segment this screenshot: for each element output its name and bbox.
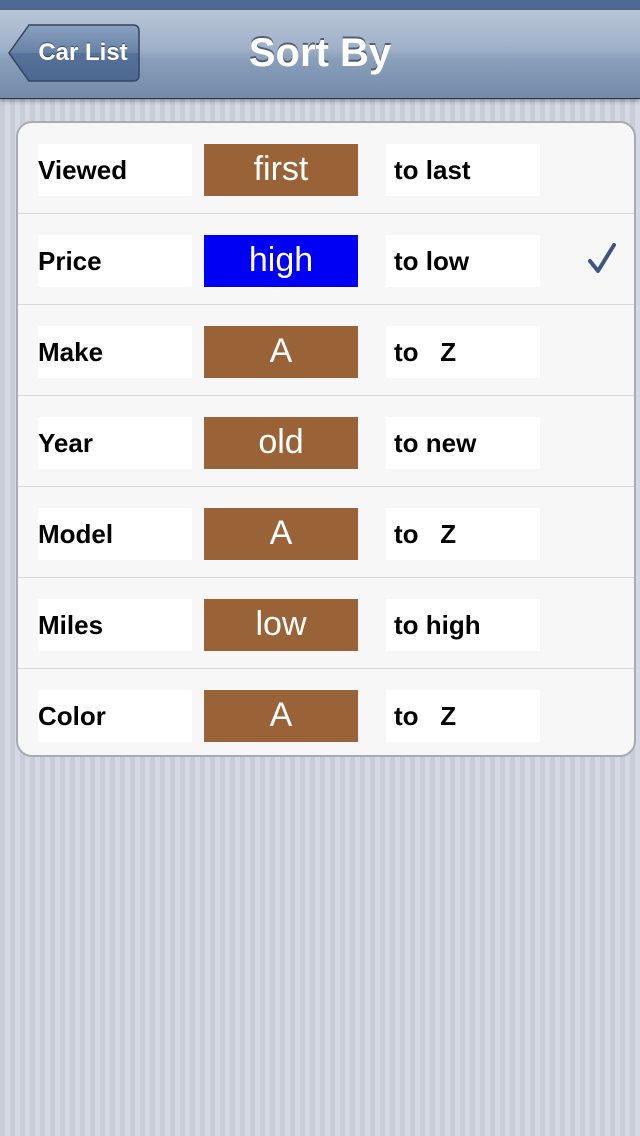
range-label: to new [386, 417, 540, 469]
sort-row-model[interactable]: Model A to Z [18, 487, 634, 578]
field-label: Model [38, 508, 192, 560]
range-label: to Z [386, 508, 540, 560]
sort-direction-button[interactable]: A [204, 508, 358, 560]
navigation-bar: Car List Sort By [0, 10, 640, 99]
sort-direction-button[interactable]: A [204, 326, 358, 378]
range-label: to low [386, 235, 540, 287]
sort-row-viewed[interactable]: Viewed first to last [18, 123, 634, 214]
back-arrow-icon [8, 24, 140, 82]
field-label: Price [38, 235, 192, 287]
sort-direction-button[interactable]: old [204, 417, 358, 469]
field-label: Make [38, 326, 192, 378]
sort-direction-button[interactable]: first [204, 144, 358, 196]
range-label: to Z [386, 690, 540, 742]
checkmark-icon [588, 243, 616, 273]
sort-options-table: Viewed first to last Price high to low M… [16, 121, 636, 757]
field-label: Miles [38, 599, 192, 651]
status-bar [0, 0, 640, 10]
field-label: Color [38, 690, 192, 742]
sort-direction-button[interactable]: A [204, 690, 358, 742]
page-title: Sort By [248, 31, 392, 75]
back-button[interactable]: Car List [8, 24, 140, 82]
back-button-label: Car List [38, 39, 128, 66]
field-label: Year [38, 417, 192, 469]
sort-row-price[interactable]: Price high to low [18, 214, 634, 305]
sort-row-miles[interactable]: Miles low to high [18, 578, 634, 669]
field-label: Viewed [38, 144, 192, 196]
sort-direction-button[interactable]: low [204, 599, 358, 651]
range-label: to Z [386, 326, 540, 378]
range-label: to high [386, 599, 540, 651]
range-label: to last [386, 144, 540, 196]
sort-direction-button[interactable]: high [204, 235, 358, 287]
sort-row-make[interactable]: Make A to Z [18, 305, 634, 396]
sort-row-color[interactable]: Color A to Z [18, 669, 634, 755]
sort-row-year[interactable]: Year old to new [18, 396, 634, 487]
